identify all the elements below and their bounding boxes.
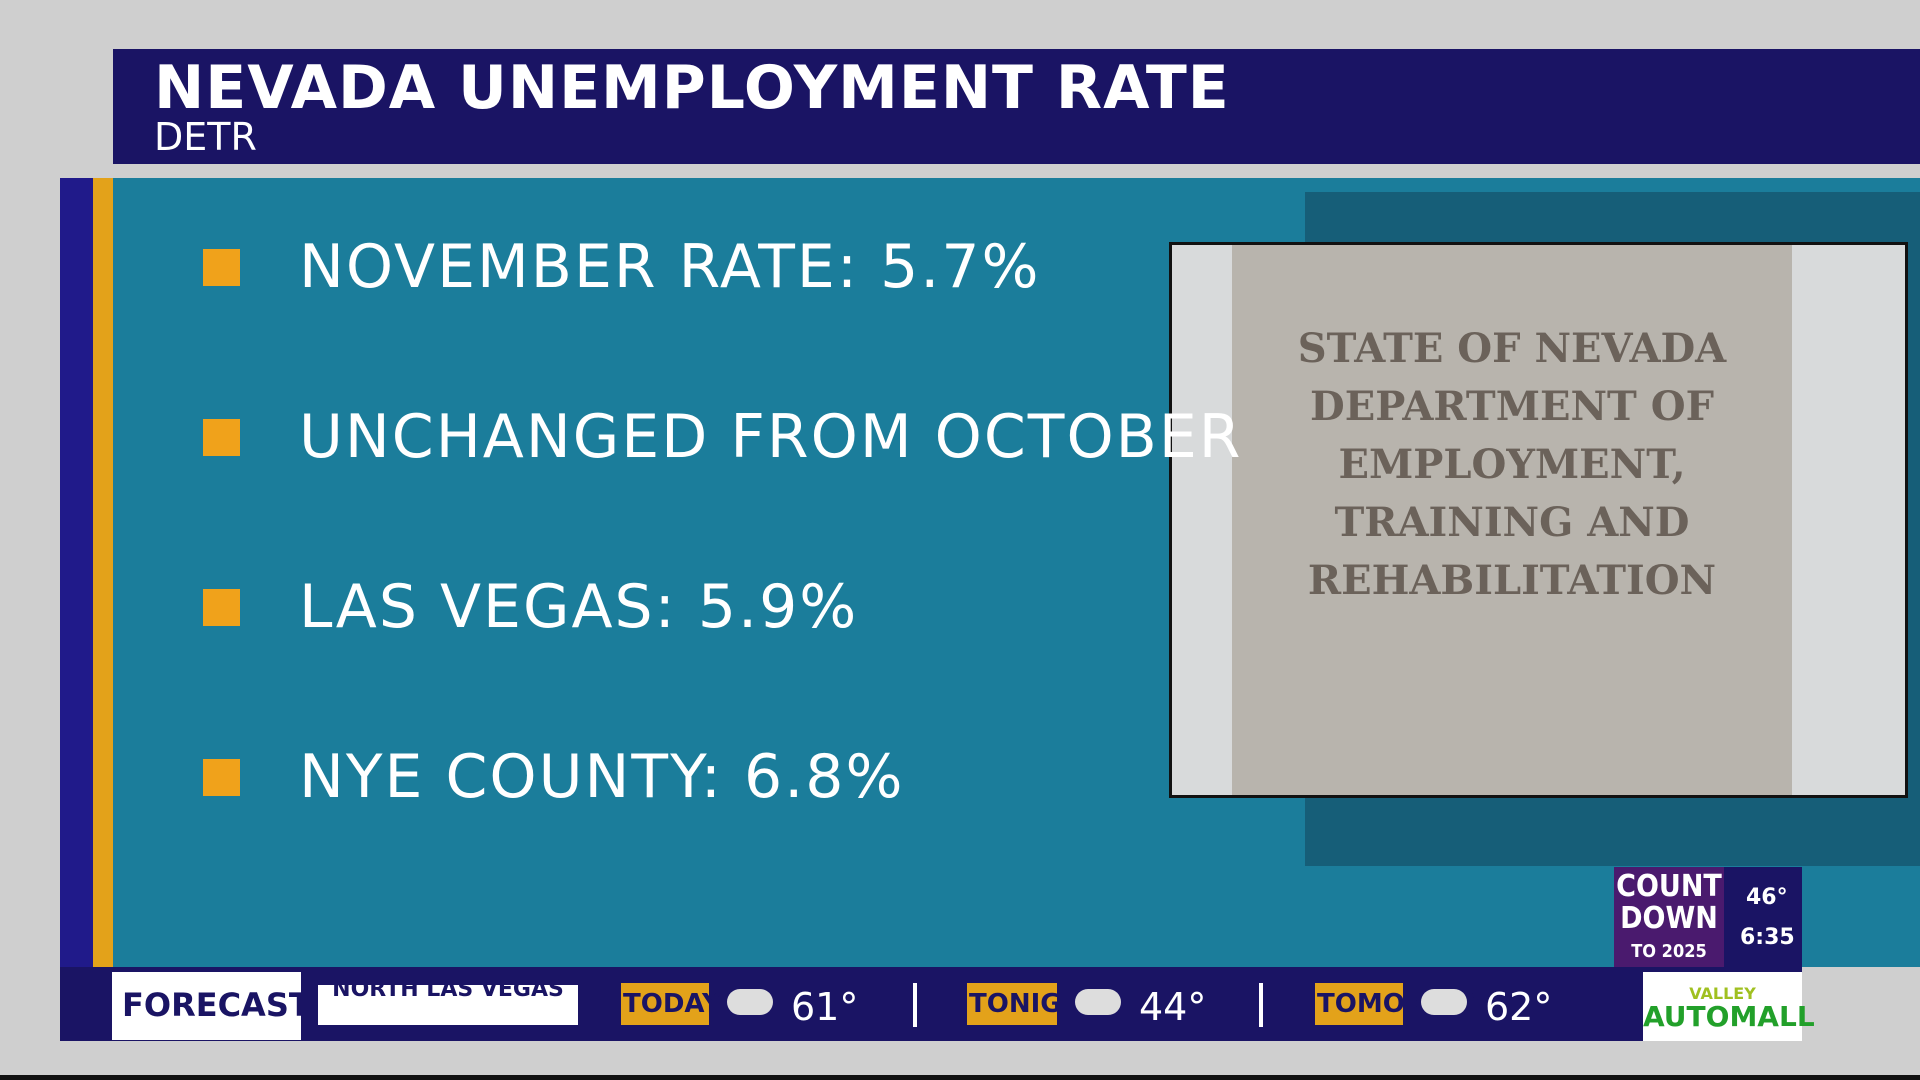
- stripe: [60, 178, 93, 967]
- temperature: 46°: [1746, 885, 1788, 910]
- time: 6:35: [1740, 925, 1795, 950]
- sign-text: EMPLOYMENT,: [1338, 441, 1686, 488]
- sponsor-text: AUTOMALL: [1643, 1000, 1815, 1033]
- title: NEVADA UNEMPLOYMENT RATE: [154, 53, 1230, 123]
- sign-text: TRAINING AND: [1334, 499, 1690, 546]
- bullet-square: [203, 759, 240, 796]
- period-temp: 44°: [1139, 985, 1207, 1029]
- photo: STATE OF NEVADA DEPARTMENT OF EMPLOYMENT, T…: [1169, 242, 1908, 798]
- divider: [1259, 983, 1263, 1027]
- weather-icon: [727, 989, 773, 1015]
- subtitle: DETR: [154, 115, 257, 159]
- sponsor-text: VALLEY: [1689, 984, 1756, 1003]
- stripe: [93, 178, 113, 967]
- bullet-square: [203, 419, 240, 456]
- sponsor: VALLEY AUTOMALL: [1643, 972, 1815, 1041]
- bullet-text: NOVEMBER RATE: 5.7%: [299, 232, 1041, 302]
- sign: STATE OF NEVADA DEPARTMENT OF EMPLOYMENT, T…: [1232, 325, 1792, 625]
- period-name: TOMORROW: [1315, 983, 1496, 1025]
- sign-text: STATE OF NEVADA: [1297, 325, 1727, 372]
- weather-icon: [1421, 989, 1467, 1015]
- divider: [913, 983, 917, 1027]
- countdown-text: TO 2025: [1631, 941, 1707, 962]
- sign-wall: [1232, 245, 1792, 795]
- location: NORTH LAS VEGAS: [318, 979, 578, 1025]
- sign-text: DEPARTMENT OF: [1310, 383, 1714, 430]
- countdown-text: COUNT: [1616, 869, 1722, 904]
- header: NEVADA UNEMPLOYMENT RATE DETR: [113, 49, 1920, 164]
- countdown-logo: COUNT DOWN TO 2025: [1614, 867, 1724, 967]
- ticker-label: FORECAST: [112, 972, 311, 1040]
- countdown: COUNT DOWN TO 2025 46° 6:35: [1614, 867, 1802, 967]
- countdown-text: DOWN: [1620, 901, 1718, 936]
- bullet-text: LAS VEGAS: 5.9%: [299, 572, 859, 642]
- period-name: TONIGHT: [967, 983, 1101, 1025]
- bullet-text: NYE COUNTY: 6.8%: [299, 742, 905, 812]
- period-temp: 61°: [791, 985, 859, 1029]
- bullet-square: [203, 249, 240, 286]
- sign-text: REHABILITATION: [1307, 557, 1717, 604]
- period-temp: 62°: [1485, 985, 1553, 1029]
- bullet-square: [203, 589, 240, 626]
- bottom-bar: [0, 1075, 1920, 1080]
- bullet-text: UNCHANGED FROM OCTOBER: [299, 402, 1243, 472]
- weather-icon: [1075, 989, 1121, 1015]
- period-name: TODAY: [621, 983, 721, 1025]
- ticker: FORECAST NORTH LAS VEGAS TODAY 61° TONIGHT…: [60, 967, 1815, 1041]
